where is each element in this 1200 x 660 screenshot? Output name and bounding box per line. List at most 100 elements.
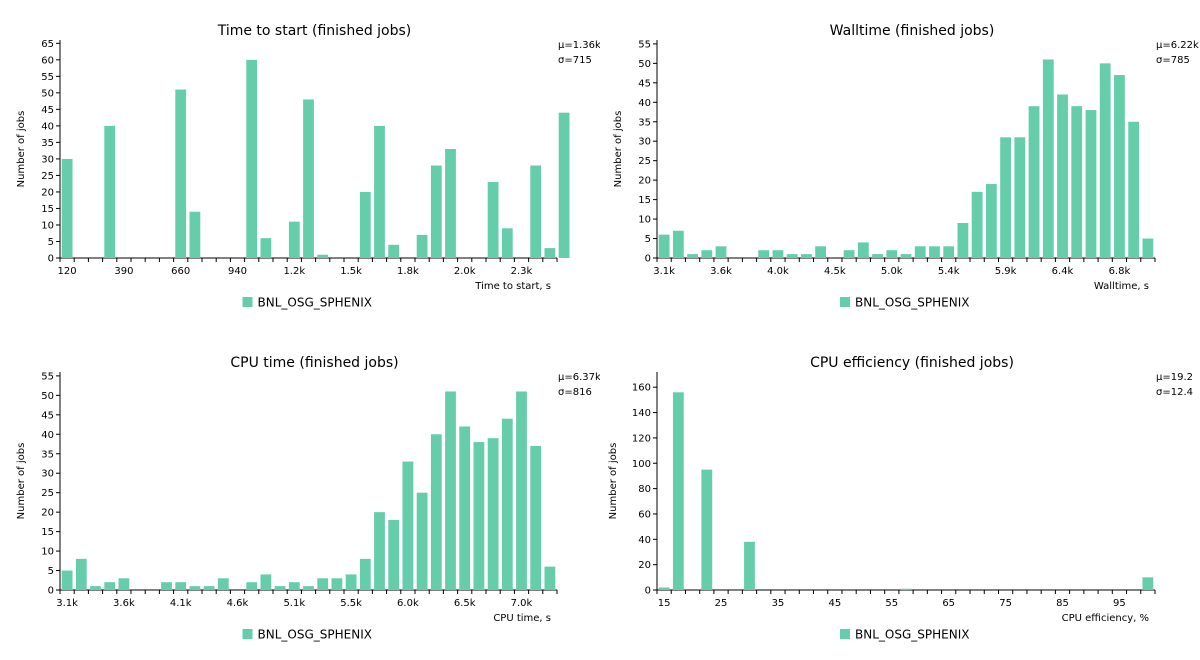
chart-3-x-tick-label: 85	[1056, 598, 1069, 609]
chart-3-y-tick-label: 120	[632, 433, 651, 444]
chart-0-y-tick-label: 35	[41, 138, 54, 149]
chart-1-bar	[886, 250, 898, 258]
chart-1-y-tick-label: 0	[645, 254, 651, 265]
chart-3-x-tick-label: 65	[942, 598, 955, 609]
chart-1-bar	[1114, 75, 1125, 259]
chart-2-bar	[90, 586, 101, 590]
chart-1-bar	[658, 234, 670, 258]
chart-0-bar	[530, 165, 542, 258]
chart-0-stat: μ=1.36k	[558, 40, 600, 51]
chart-2-bar	[501, 418, 513, 590]
chart-2-bar	[516, 391, 527, 590]
chart-1-bar	[971, 191, 983, 258]
chart-2-x-tick-label: 5.1k	[283, 598, 305, 609]
chart-0-ylabel: Number of jobs	[16, 111, 27, 188]
chart-1-bar	[1099, 63, 1111, 258]
chart-3-bar	[701, 469, 713, 590]
chart-1-y-tick-label: 20	[638, 176, 651, 187]
chart-2-bar	[402, 461, 414, 590]
chart-2-x-tick-label: 6.0k	[397, 598, 419, 609]
chart-2-y-tick-label: 10	[41, 547, 54, 558]
chart-2-y-tick-label: 25	[41, 488, 54, 499]
chart-2-bar	[544, 566, 556, 590]
chart-3-y-tick-label: 0	[645, 586, 651, 597]
chart-2-y-tick-label: 5	[48, 566, 54, 577]
chart-svg: Time to start (finished jobs) Number of j…	[16, 23, 600, 310]
chart-1-legend-label: BNL_OSG_SPHENIX	[855, 296, 969, 310]
chart-1-bar	[786, 254, 798, 258]
chart-0-x-tick-label: 2.3k	[511, 266, 533, 277]
chart-2-bar	[75, 558, 87, 590]
chart-1-y-tick-label: 30	[638, 137, 651, 148]
chart-0-title: Time to start (finished jobs)	[217, 23, 412, 39]
chart-0-y-tick-label: 40	[41, 121, 54, 132]
chart-0-x-tick-label: 1.5k	[340, 266, 362, 277]
chart-2-bar	[430, 434, 442, 590]
chart-0-bar	[175, 89, 187, 258]
chart-3-stat: σ=12.4	[1156, 387, 1193, 398]
chart-3-legend-label: BNL_OSG_SPHENIX	[855, 628, 969, 642]
chart-3-x-tick-label: 55	[885, 598, 898, 609]
chart-2-y-tick-label: 50	[41, 391, 54, 402]
chart-1-x-tick-label: 4.0k	[767, 266, 789, 277]
chart-2-bar	[445, 391, 456, 590]
chart-0-y-tick-label: 45	[41, 105, 54, 116]
chart-2-bar	[317, 578, 329, 590]
chart-1-xlabel: Walltime, s	[1094, 281, 1149, 292]
chart-3-y-tick-label: 100	[632, 459, 651, 470]
chart-2-stat: μ=6.37k	[558, 372, 600, 383]
chart-1-x-tick-label: 3.6k	[710, 266, 732, 277]
chart-3-bar	[1142, 577, 1154, 590]
chart-2-y-tick-label: 30	[41, 469, 54, 480]
chart-1-bar	[772, 250, 784, 258]
chart-0-bar	[487, 182, 499, 258]
chart-2-bar	[359, 558, 371, 590]
chart-1-x-tick-label: 5.0k	[881, 266, 903, 277]
chart-1-bar	[914, 246, 926, 258]
chart-0-bar	[288, 221, 300, 258]
chart-0-bar	[303, 99, 314, 258]
chart-0-y-tick-label: 55	[41, 72, 54, 83]
chart-1-bar	[957, 222, 969, 258]
chart-3-xlabel: CPU efficiency, %	[1062, 613, 1149, 624]
chart-0-x-tick-label: 2.0k	[454, 266, 476, 277]
chart-1-ylabel: Number of jobs	[613, 111, 624, 188]
chart-2-legend-label: BNL_OSG_SPHENIX	[258, 628, 372, 642]
chart-0-y-tick-label: 5	[48, 237, 54, 248]
chart-2-y-tick-label: 15	[41, 527, 54, 538]
chart-1-bar	[1014, 137, 1026, 258]
chart-3-y-tick-label: 80	[638, 484, 651, 495]
chart-0-legend-label: BNL_OSG_SPHENIX	[258, 296, 372, 310]
chart-0-x-tick-label: 660	[171, 266, 190, 277]
chart-2-bar	[274, 586, 286, 590]
chart-2-bar	[175, 582, 187, 590]
chart-2-ylabel: Number of jobs	[16, 443, 27, 520]
chart-2-y-tick-label: 45	[41, 410, 54, 421]
chart-1-bar	[1071, 106, 1083, 258]
chart-2-stat: σ=816	[558, 387, 592, 398]
chart-2-bar	[288, 582, 300, 590]
chart-3-title: CPU efficiency (finished jobs)	[810, 355, 1014, 371]
chart-svg: CPU time (finished jobs) Number of jobs 0 5…	[16, 355, 600, 642]
chart-2-x-tick-label: 3.1k	[56, 598, 78, 609]
chart-1-bar	[1000, 137, 1012, 258]
chart-0-x-tick-label: 120	[58, 266, 77, 277]
time-to-start-chart: Time to start (finished jobs) Number of j…	[0, 0, 600, 328]
chart-3-y-tick-label: 40	[638, 535, 651, 546]
chart-0-y-tick-label: 25	[41, 171, 54, 182]
chart-2-bar	[388, 519, 400, 590]
chart-2-bar	[345, 574, 357, 590]
chart-1-y-tick-label: 50	[638, 59, 651, 70]
chart-2-bar	[118, 578, 130, 590]
chart-2-x-tick-label: 7.0k	[511, 598, 533, 609]
chart-0-bar	[558, 112, 570, 259]
chart-1-bar	[857, 242, 869, 258]
chart-1-x-tick-label: 6.4k	[1052, 266, 1074, 277]
chart-1-x-tick-label: 3.1k	[653, 266, 675, 277]
chart-0-y-tick-label: 30	[41, 154, 54, 165]
chart-0-x-tick-label: 940	[228, 266, 247, 277]
chart-1-x-tick-label: 5.4k	[938, 266, 960, 277]
chart-0-bar	[501, 228, 513, 258]
cpu-time-chart: CPU time (finished jobs) Number of jobs 0 5…	[0, 332, 600, 660]
chart-3-x-tick-label: 35	[772, 598, 785, 609]
